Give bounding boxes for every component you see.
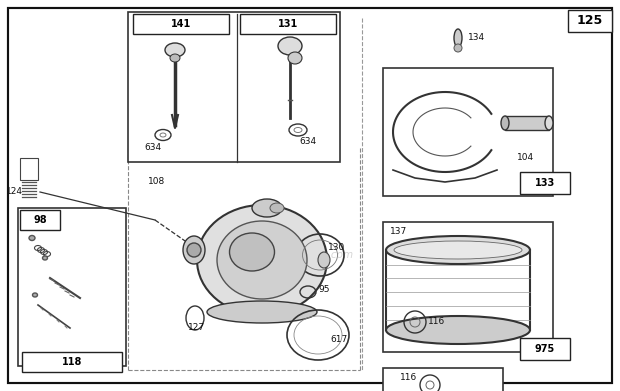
Ellipse shape [207, 301, 317, 323]
Text: 975: 975 [535, 344, 555, 354]
Ellipse shape [29, 235, 35, 240]
Ellipse shape [197, 205, 327, 315]
Ellipse shape [183, 236, 205, 264]
Bar [22, 352, 122, 372]
Text: 116: 116 [400, 373, 417, 382]
Bar [520, 338, 570, 360]
Ellipse shape [217, 221, 307, 299]
Ellipse shape [32, 293, 37, 297]
Ellipse shape [270, 203, 284, 213]
Bar [568, 10, 612, 32]
Bar [240, 14, 336, 34]
Text: 104: 104 [518, 154, 534, 163]
Ellipse shape [386, 236, 530, 264]
Circle shape [187, 243, 201, 257]
Text: eReplacementParts.com: eReplacementParts.com [226, 250, 353, 260]
Text: 617: 617 [330, 335, 347, 344]
Text: 127: 127 [188, 323, 205, 332]
Text: 124: 124 [6, 188, 22, 197]
Bar [18, 208, 126, 366]
Text: 95: 95 [318, 285, 329, 294]
Ellipse shape [318, 252, 330, 268]
Ellipse shape [170, 54, 180, 62]
Bar [133, 14, 229, 34]
Ellipse shape [252, 199, 282, 217]
Ellipse shape [545, 116, 553, 130]
Bar [520, 172, 570, 194]
Text: 118: 118 [62, 357, 82, 367]
Bar [128, 12, 340, 162]
Ellipse shape [43, 256, 48, 260]
Text: 98: 98 [33, 215, 47, 225]
Text: 634: 634 [144, 142, 162, 151]
Text: 134: 134 [468, 34, 485, 43]
Text: 131: 131 [278, 19, 298, 29]
Bar [20, 158, 38, 180]
Text: 137: 137 [390, 228, 407, 237]
Ellipse shape [165, 43, 185, 57]
Ellipse shape [278, 37, 302, 55]
Bar [20, 210, 60, 230]
Bar [505, 116, 549, 130]
Bar [383, 368, 503, 391]
Bar [383, 68, 553, 196]
Text: 133: 133 [535, 178, 555, 188]
Text: 108: 108 [148, 178, 166, 187]
Ellipse shape [501, 116, 509, 130]
Ellipse shape [288, 52, 302, 64]
Ellipse shape [229, 233, 275, 271]
Text: 634: 634 [299, 138, 317, 147]
Bar [383, 222, 553, 352]
Ellipse shape [454, 29, 462, 47]
Ellipse shape [454, 44, 462, 52]
Text: 125: 125 [577, 14, 603, 27]
Text: 116: 116 [428, 317, 445, 326]
Ellipse shape [394, 241, 522, 259]
Text: 141: 141 [171, 19, 191, 29]
Ellipse shape [386, 316, 530, 344]
Text: 130: 130 [328, 244, 345, 253]
